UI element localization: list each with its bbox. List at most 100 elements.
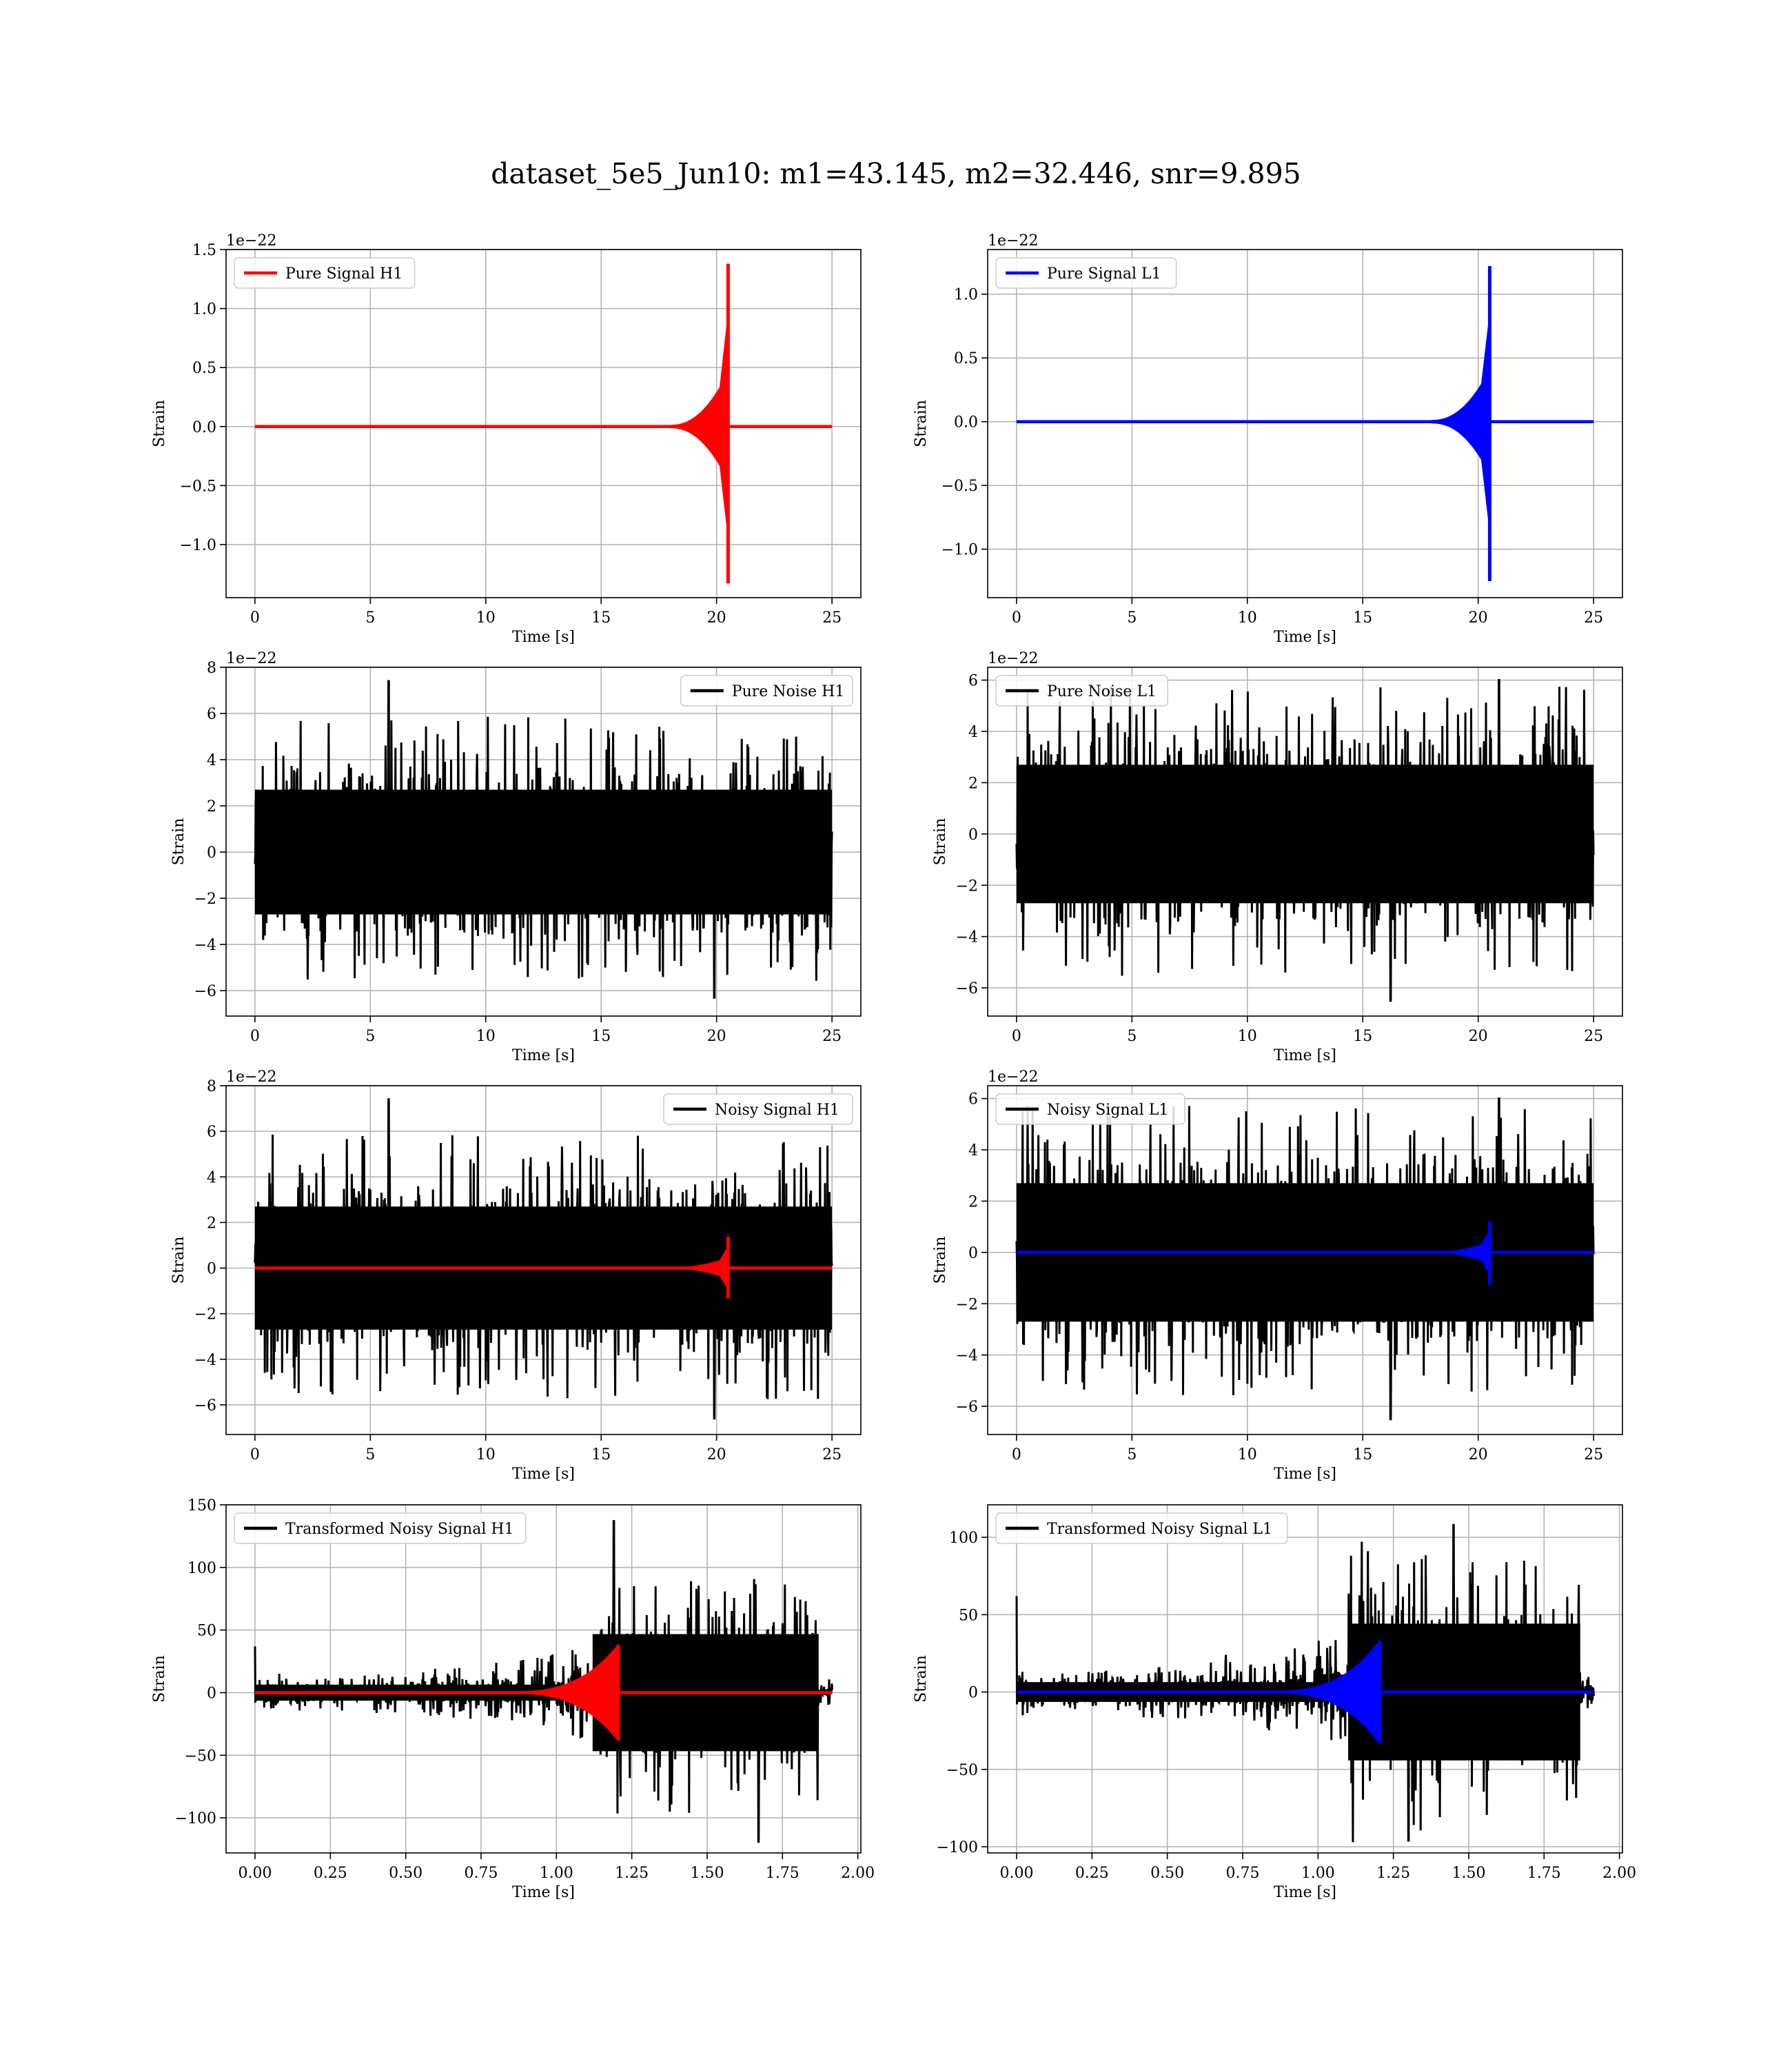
x-axis-label: Time [s] [1274,1884,1336,1901]
x-axis-label: Time [s] [1274,629,1336,646]
x-tick-label: 20 [707,1446,726,1463]
axes-frame [987,1085,1623,1435]
y-tick-label: 0 [968,1685,978,1702]
x-tick-label: 1.00 [1301,1865,1335,1882]
x-tick-label: 0 [250,1028,260,1045]
axes-frame [225,249,862,598]
x-tick-label: 5 [1127,1446,1137,1463]
x-tick-label: 15 [1353,609,1372,627]
x-tick-label: 0 [1012,609,1021,627]
y-tick-label: 100 [949,1530,978,1547]
y-axis-label: Strain [151,1655,168,1703]
axes-frame [225,1504,862,1854]
x-tick-label: 1.75 [1527,1865,1561,1882]
x-tick-label: 15 [591,609,611,627]
y-tick-label: −6 [956,980,978,997]
x-tick-label: 0.75 [464,1865,498,1882]
y-tick-label: −4 [194,937,216,954]
subplot-1: 0 5 10 15 20 25 −1.0 −0.5 0.0 0.5 1.0 1.5 Time [s] St… [151,232,862,646]
x-tick-label: 20 [1469,1028,1488,1045]
y-tick-label: 0.5 [954,350,978,367]
x-tick-label: 1.50 [690,1865,724,1882]
y-tick-label: −50 [185,1747,216,1765]
legend: Pure Signal H1 [234,257,416,289]
x-tick-label: 20 [707,1028,726,1045]
y-tick-label: −0.5 [941,478,978,495]
legend: Pure Noise H1 [680,675,853,707]
plot-area [254,263,833,584]
figure-title: dataset_5e5_Jun10: m1=43.145, m2=32.446,… [491,157,1301,190]
x-tick-label: 25 [1584,1028,1603,1045]
x-tick-label: 0.75 [1225,1865,1259,1882]
offset-text: 1e−22 [226,1068,276,1086]
axes-frame [225,667,862,1017]
x-tick-label: 5 [1127,1028,1137,1045]
transformed-noise-series [1015,1523,1595,1843]
y-tick-label: 6 [968,1091,978,1108]
y-tick-label: −6 [956,1399,978,1416]
subplot-5: 0 5 10 15 20 25 −6 −4 −2 0 2 4 6 8 Time [s] Strain 1e−22… [170,1068,862,1483]
noise-series [1015,1097,1595,1421]
y-tick-label: 150 [187,1497,216,1514]
x-tick-label: 1.25 [1376,1865,1410,1882]
legend-box [995,1093,1185,1125]
x-tick-label: 5 [1127,609,1137,627]
legend-box [995,257,1177,289]
plot-area [254,1098,833,1420]
y-tick-label: 0.0 [954,414,978,432]
y-axis-label: Strain [932,818,949,866]
y-tick-label: 0.5 [192,360,216,377]
x-tick-label: 0.00 [238,1865,272,1882]
x-tick-label: 1.50 [1452,1865,1485,1882]
y-tick-label: 4 [207,752,216,769]
legend-box [995,675,1168,707]
x-tick-label: 20 [1469,609,1488,627]
x-tick-label: 5 [365,609,375,627]
x-tick-label: 1.00 [540,1865,573,1882]
legend-box [234,257,416,289]
x-tick-label: 25 [822,609,842,627]
x-axis-label: Time [s] [512,629,575,646]
subplot-7: 0.00 0.25 0.50 0.75 1.00 1.25 1.50 1.75 2.00 −100… [151,1497,875,1901]
legend-label: Transformed Noisy Signal L1 [1047,1521,1272,1538]
y-tick-label: 1.0 [954,287,978,304]
x-tick-label: 5 [365,1446,375,1463]
y-tick-label: −4 [194,1352,216,1369]
x-tick-label: 15 [1353,1028,1372,1045]
legend-label: Pure Signal L1 [1047,265,1161,283]
axes-frame [225,1085,862,1435]
y-axis-label: Strain [170,1237,187,1284]
y-tick-label: 6 [207,706,216,723]
x-tick-label: 20 [1469,1446,1488,1463]
legend: Noisy Signal H1 [663,1093,853,1125]
y-tick-label: 4 [968,724,978,741]
y-tick-label: −2 [956,878,978,895]
y-tick-label: 4 [207,1169,216,1186]
legend-label: Pure Signal H1 [285,265,403,283]
x-tick-label: 0 [1012,1028,1021,1045]
x-tick-label: 10 [476,1446,496,1463]
y-tick-label: −100 [175,1810,216,1827]
x-tick-label: 25 [822,1446,842,1463]
x-tick-label: 0.50 [1150,1865,1184,1882]
y-tick-label: −50 [946,1762,978,1779]
axes-frame [987,249,1623,598]
y-tick-label: 6 [968,673,978,690]
y-tick-label: −0.5 [180,478,216,495]
offset-text: 1e−22 [226,650,276,667]
plot-area [1016,266,1594,581]
legend-label: Noisy Signal H1 [715,1102,839,1119]
legend-label: Transformed Noisy Signal H1 [285,1521,514,1538]
y-tick-label: 4 [968,1142,978,1159]
y-tick-label: 2 [968,775,978,792]
x-tick-label: 15 [591,1446,611,1463]
y-axis-label: Strain [913,1655,930,1703]
x-tick-label: 1.75 [766,1865,800,1882]
legend-box [663,1093,853,1125]
y-tick-label: 0.0 [192,419,216,436]
x-tick-label: 25 [822,1028,842,1045]
y-tick-label: −6 [194,983,216,1000]
x-tick-label: 5 [365,1028,375,1045]
noise-series [1015,679,1595,1002]
x-tick-label: 0 [250,609,260,627]
